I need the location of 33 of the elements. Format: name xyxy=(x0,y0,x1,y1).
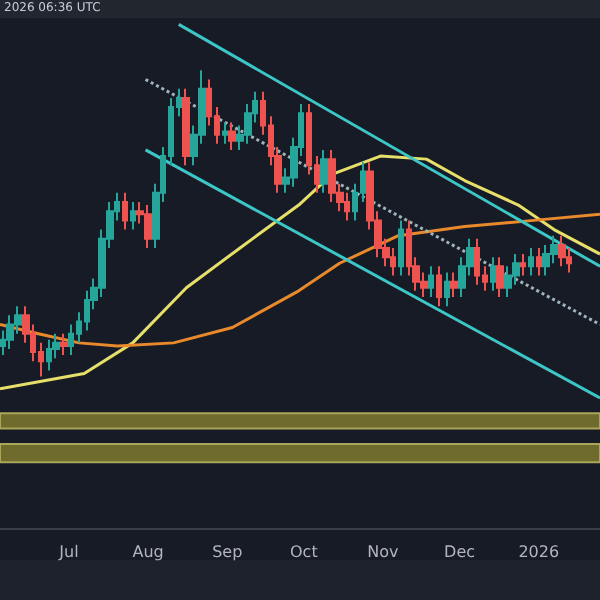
candlestick xyxy=(450,271,458,298)
x-tick-label: Sep xyxy=(212,543,243,561)
candlestick xyxy=(6,314,14,350)
candlestick xyxy=(222,121,228,145)
candlestick xyxy=(60,332,68,357)
x-tick-label: Aug xyxy=(132,543,164,561)
candlestick xyxy=(528,246,534,277)
candlestick xyxy=(390,246,396,277)
x-tick-label: Dec xyxy=(444,543,476,561)
candlestick xyxy=(536,246,542,277)
x-tick-label: Nov xyxy=(367,543,400,561)
candlestick xyxy=(46,338,52,372)
candlestick xyxy=(496,256,504,298)
x-tick-label: Jul xyxy=(57,543,79,561)
candlestick xyxy=(182,87,190,167)
candlestick xyxy=(436,265,442,308)
candlestick xyxy=(542,243,550,277)
x-tick-label: 2026 xyxy=(518,543,560,561)
candlestick xyxy=(444,271,450,308)
candlestick xyxy=(328,148,336,203)
candlestick xyxy=(320,148,328,194)
candlestick xyxy=(558,234,566,268)
candlestick xyxy=(520,253,526,277)
candlestick xyxy=(398,219,404,277)
x-tick-label: Oct xyxy=(289,543,318,561)
candlestick xyxy=(490,256,496,292)
candlestick xyxy=(122,191,128,231)
candlestick xyxy=(344,191,350,222)
candlestick xyxy=(474,237,480,286)
candlestick xyxy=(228,121,236,151)
candlestick xyxy=(130,201,136,231)
candlestick xyxy=(144,204,152,249)
candlestick xyxy=(428,265,434,298)
